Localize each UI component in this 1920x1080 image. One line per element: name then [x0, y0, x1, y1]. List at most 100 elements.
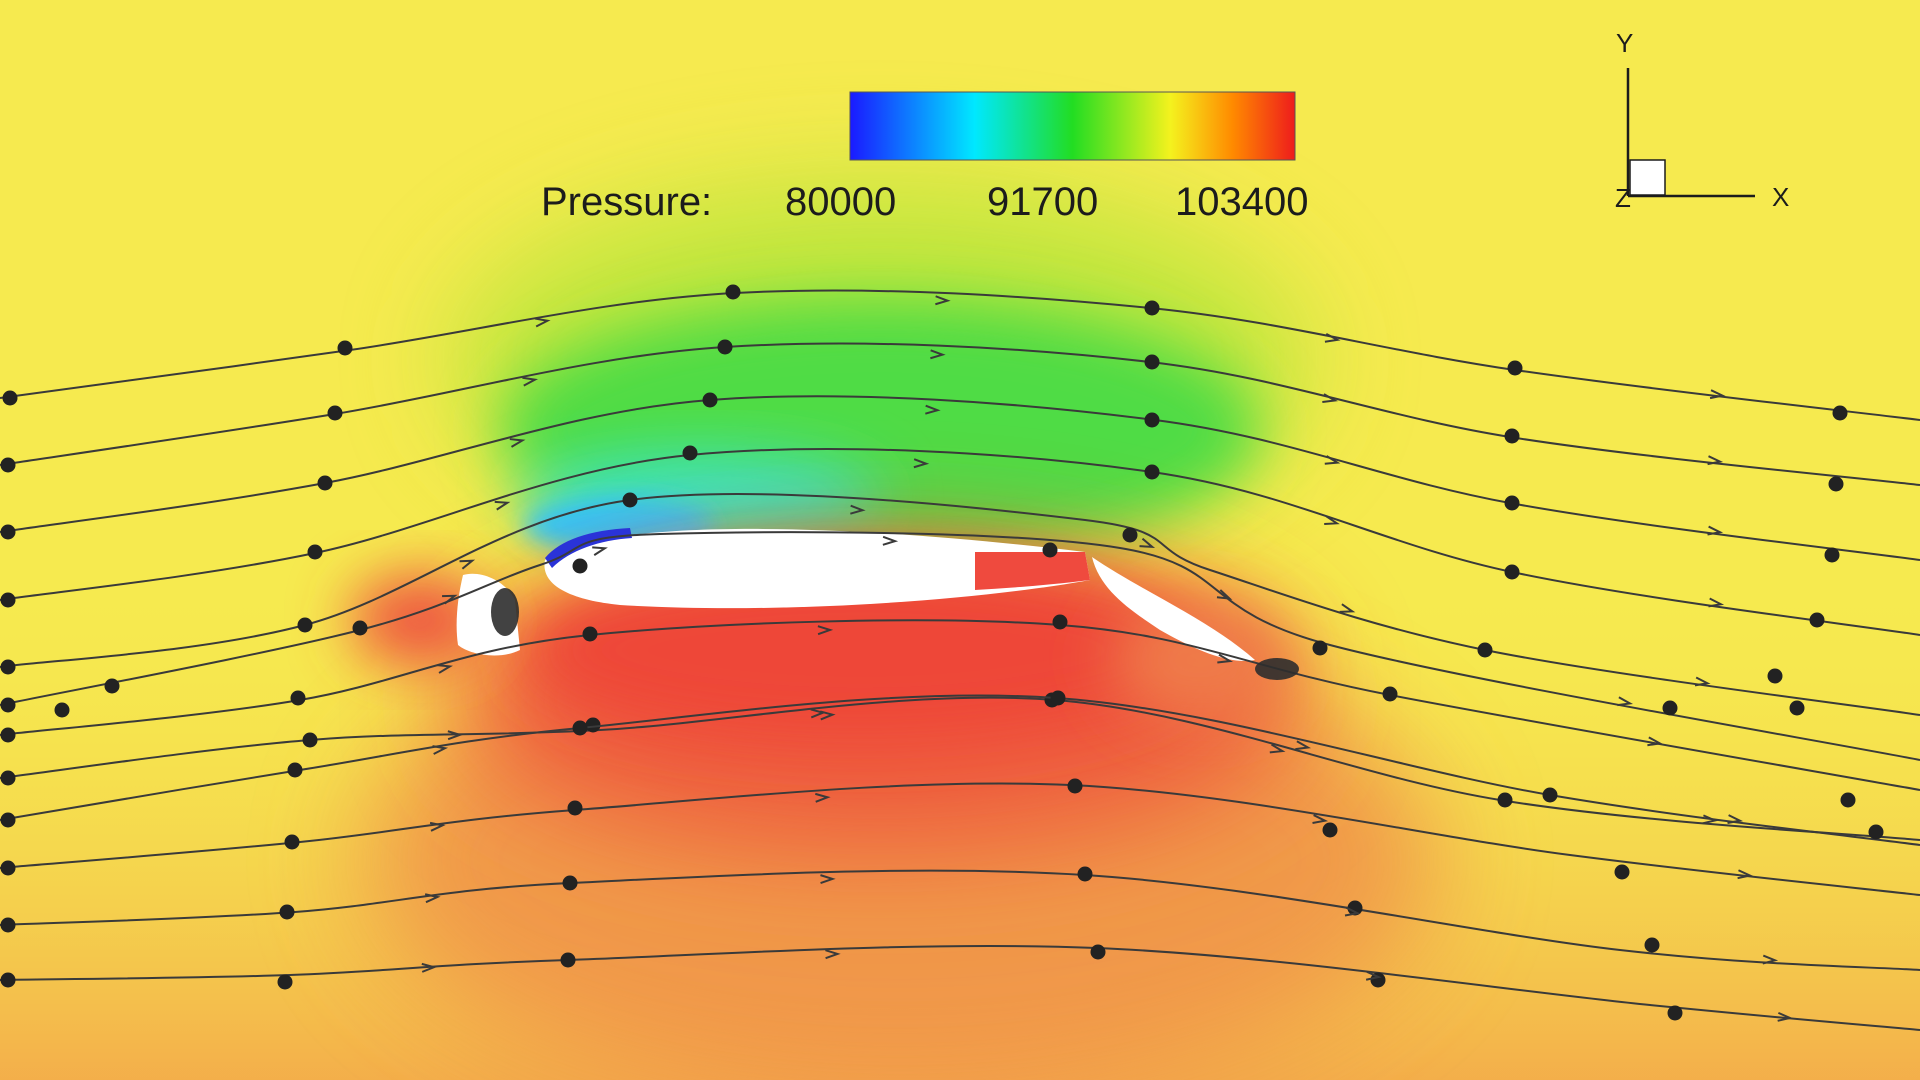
- streamline-marker: [0, 917, 16, 933]
- streamline-arrow: [930, 349, 946, 360]
- streamline-arrow: [522, 376, 539, 387]
- streamline-arrow: [459, 559, 476, 570]
- streamline-marker: [572, 720, 588, 736]
- streamline-marker: [585, 717, 601, 733]
- streamline-marker: [337, 340, 353, 356]
- streamline-arrow: [1324, 515, 1340, 525]
- streamline-arrow: [1324, 333, 1341, 343]
- streamline-3: [0, 395, 1920, 561]
- flap-vortex: [1255, 658, 1299, 680]
- streamline-marker: [1614, 864, 1630, 880]
- streamline-marker: [1644, 937, 1660, 953]
- pressure-legend: Pressure: 80000 91700 103400: [541, 91, 1308, 224]
- streamline-marker: [1067, 778, 1083, 794]
- streamlines: [0, 284, 1920, 1031]
- streamline-marker: [2, 390, 18, 406]
- streamline-2: [0, 342, 1920, 486]
- streamline-arrow: [1647, 736, 1664, 747]
- airfoil-body: [456, 528, 1255, 661]
- streamline-arrow: [1217, 653, 1233, 664]
- streamline-arrow: [1295, 740, 1312, 751]
- streamline-marker: [0, 727, 16, 743]
- streamline-arrow: [1269, 743, 1286, 754]
- streamline-arrow: [1709, 389, 1726, 400]
- streamline-arrow: [810, 708, 827, 719]
- streamline-marker: [1504, 428, 1520, 444]
- colorbar: [849, 91, 1296, 161]
- streamline-marker: [1767, 668, 1783, 684]
- streamline-marker: [702, 392, 718, 408]
- streamline-marker: [0, 659, 16, 675]
- streamline-arrow: [1708, 597, 1725, 608]
- streamline-marker: [307, 544, 323, 560]
- streamline-arrow: [421, 962, 438, 973]
- streamline-marker: [1507, 360, 1523, 376]
- streamline-marker: [327, 405, 343, 421]
- streamline-arrow: [1762, 954, 1779, 965]
- streamline-arrow: [534, 317, 551, 328]
- streamline-marker: [297, 617, 313, 633]
- streamline-marker: [717, 339, 733, 355]
- streamline-marker: [560, 952, 576, 968]
- streamline-marker: [1868, 824, 1884, 840]
- streamline-marker: [0, 697, 16, 713]
- streamline-marker: [1144, 354, 1160, 370]
- streamline-marker: [54, 702, 70, 718]
- streamline-arrow: [820, 874, 836, 885]
- streamline-1: [0, 289, 1920, 421]
- streamline-arrow: [447, 730, 464, 741]
- streamline-marker: [622, 492, 638, 508]
- streamline-marker: [277, 974, 293, 990]
- streamline-marker: [1382, 686, 1398, 702]
- main-element: [544, 528, 1090, 609]
- streamline-marker: [1144, 412, 1160, 428]
- z-axis-box: [1629, 159, 1666, 196]
- streamline-marker: [1504, 564, 1520, 580]
- streamline-marker: [1052, 614, 1068, 630]
- streamline-marker: [0, 457, 16, 473]
- streamline-4: [0, 448, 1920, 636]
- legend-tick-max: 103400: [1175, 180, 1308, 224]
- streamline-marker: [572, 558, 588, 574]
- z-axis-label: Z: [1615, 183, 1631, 213]
- x-axis-label: X: [1772, 182, 1789, 212]
- streamline-arrow: [1707, 525, 1724, 536]
- streamline-arrow: [1324, 455, 1341, 465]
- streamline-arrow: [925, 404, 941, 415]
- streamline-marker: [1497, 792, 1513, 808]
- streamline-marker: [1144, 300, 1160, 316]
- streamline-arrow: [437, 664, 453, 674]
- streamline-arrow: [424, 893, 441, 904]
- streamline-marker: [562, 875, 578, 891]
- streamline-arrow: [1617, 696, 1634, 707]
- streamline-marker: [287, 762, 303, 778]
- streamline-marker: [0, 812, 16, 828]
- streamline-marker: [682, 445, 698, 461]
- streamline-marker: [352, 620, 368, 636]
- flap-element: [1092, 557, 1255, 661]
- legend-tick-mid: 91700: [987, 180, 1098, 224]
- streamline-marker: [567, 800, 583, 816]
- streamline-marker: [1789, 700, 1805, 716]
- streamline-marker: [1322, 822, 1338, 838]
- streamline-marker: [1662, 700, 1678, 716]
- streamline-arrow: [1702, 814, 1719, 825]
- streamline-arrow: [1322, 393, 1338, 403]
- streamline-marker: [582, 626, 598, 642]
- streamline-8: [0, 696, 1920, 841]
- streamline-arrow: [442, 594, 458, 605]
- streamline-marker: [1809, 612, 1825, 628]
- streamline-marker: [279, 904, 295, 920]
- streamline-marker: [0, 770, 16, 786]
- streamline-marker: [1122, 527, 1138, 543]
- streamline-arrow: [1694, 676, 1711, 687]
- streamline-marker: [1832, 405, 1848, 421]
- streamline-marker: [1347, 900, 1363, 916]
- streamline-12: [0, 944, 1920, 1031]
- streamline-arrow: [1339, 603, 1356, 613]
- legend-label: Pressure:: [541, 180, 712, 224]
- streamline-marker: [1042, 542, 1058, 558]
- streamline-arrow: [1727, 814, 1744, 825]
- streamline-marker: [1050, 690, 1066, 706]
